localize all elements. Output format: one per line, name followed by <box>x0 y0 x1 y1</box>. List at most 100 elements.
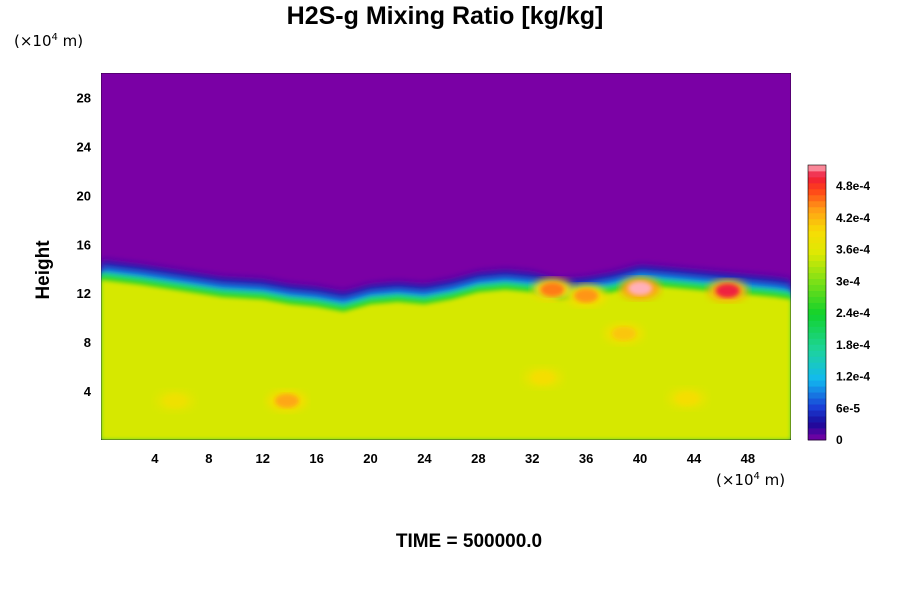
colorbar-segment <box>808 308 826 315</box>
x-tick-label: 8 <box>205 451 212 466</box>
colorbar-segment <box>808 326 826 333</box>
y-tick-label: 20 <box>77 188 91 203</box>
colorbar-segment <box>808 338 826 345</box>
colorbar-segment <box>808 422 826 429</box>
colorbar-segment <box>808 206 826 214</box>
y-tick-label: 12 <box>77 286 91 301</box>
y-unit-suffix: m) <box>57 32 84 50</box>
colorbar-segment <box>808 380 826 387</box>
x-tick-label: 28 <box>471 451 485 466</box>
x-tick-label: 24 <box>417 451 432 466</box>
colorbar-tick-label: 6e-5 <box>836 401 860 415</box>
colorbar-segment <box>808 182 826 190</box>
plume-6 <box>531 370 556 385</box>
y-tick-label: 28 <box>77 90 91 105</box>
colorbar-segment <box>808 266 826 274</box>
y-unit-exponent: 4 <box>51 32 58 43</box>
colorbar-segment <box>808 428 826 435</box>
x-unit-prefix: (×10 <box>716 471 754 489</box>
colorbar-segment <box>808 362 826 369</box>
plot-area <box>101 73 791 440</box>
colorbar-segment <box>808 200 826 208</box>
colorbar-segment <box>808 254 826 262</box>
colorbar-segment <box>808 236 826 244</box>
colorbar-segment <box>808 165 826 172</box>
y-tick-label: 4 <box>84 384 92 399</box>
x-unit-suffix: m) <box>759 471 786 489</box>
colorbar-segment <box>808 284 826 291</box>
x-tick-label: 12 <box>255 451 269 466</box>
colorbar-segment <box>808 404 826 411</box>
colorbar-segment <box>808 368 826 375</box>
colorbar-tick-label: 2.4e-4 <box>836 306 870 320</box>
x-axis-ticks: 4 8 12 16 20 24 28 32 36 40 44 48 <box>151 451 755 466</box>
x-tick-label: 4 <box>151 451 159 466</box>
colorbar-segment <box>808 224 826 232</box>
x-tick-label: 16 <box>309 451 323 466</box>
plume-4 <box>611 326 636 341</box>
y-unit-prefix: (×10 <box>14 32 52 50</box>
colorbar-tick-label: 3e-4 <box>836 274 860 288</box>
x-tick-label: 32 <box>525 451 539 466</box>
colorbar-segment <box>808 194 826 202</box>
plume-8 <box>163 393 188 408</box>
colorbar-tick-label: 4.2e-4 <box>836 211 870 225</box>
colorbar-segment <box>808 170 826 178</box>
colorbar-segment <box>808 212 826 220</box>
plume-2 <box>628 281 653 296</box>
colorbar-tick-label: 0 <box>836 433 843 447</box>
colorbar-segment <box>808 398 826 405</box>
x-tick-label: 20 <box>363 451 377 466</box>
y-axis-unit: (×104 m) <box>14 32 83 50</box>
colorbar-segment <box>808 344 826 351</box>
colorbar-tick-label: 4.8e-4 <box>836 179 870 193</box>
colorbar-segment <box>808 176 826 184</box>
colorbar-segment <box>808 350 826 357</box>
plume-1 <box>574 288 599 303</box>
colorbar-tick-label: 3.6e-4 <box>836 243 870 257</box>
colorbar-segment <box>808 272 826 279</box>
colorbar: 0 6e-5 1.2e-4 1.8e-4 2.4e-4 3e-4 3.6e-4 4.2e-4 4… <box>807 164 870 447</box>
colorbar-segment <box>808 302 826 309</box>
plume-3 <box>715 283 740 298</box>
colorbar-segment <box>808 392 826 399</box>
y-tick-label: 24 <box>77 139 92 154</box>
colorbar-tick-label: 1.8e-4 <box>836 338 870 352</box>
colorbar-segment <box>808 332 826 339</box>
plume-0 <box>540 282 565 297</box>
colorbar-segment <box>808 242 826 250</box>
colorbar-segment <box>808 386 826 393</box>
y-tick-label: 8 <box>84 335 91 350</box>
colorbar-segment <box>808 314 826 321</box>
colorbar-segment <box>808 416 826 423</box>
time-label: TIME = 500000.0 <box>395 531 543 552</box>
colorbar-segment <box>808 356 826 363</box>
chart-title: H2S-g Mixing Ratio [kg/kg] <box>286 2 604 30</box>
colorbar-segment <box>808 218 826 226</box>
colorbar-segment <box>808 296 826 303</box>
colorbar-segment <box>808 320 826 327</box>
colorbar-segment <box>808 260 826 268</box>
y-tick-label: 16 <box>77 237 91 252</box>
colorbar-segment <box>808 278 826 285</box>
x-tick-label: 40 <box>633 451 647 466</box>
colorbar-segment <box>808 434 826 441</box>
colorbar-segment <box>808 188 826 196</box>
colorbar-segment <box>808 410 826 417</box>
x-tick-label: 36 <box>579 451 593 466</box>
colorbar-segment <box>808 248 826 256</box>
y-axis-ticks: 4 8 12 16 20 24 28 <box>77 90 92 399</box>
plume-7 <box>675 391 700 406</box>
x-tick-label: 44 <box>687 451 702 466</box>
x-tick-label: 48 <box>741 451 755 466</box>
colorbar-segment <box>808 230 826 238</box>
colorbar-frame <box>807 164 827 441</box>
plume-5 <box>274 393 299 408</box>
colorbar-segment <box>808 374 826 381</box>
lower-region <box>101 280 791 440</box>
x-unit-exponent: 4 <box>753 471 760 482</box>
x-axis-unit: (×104 m) <box>716 471 785 489</box>
colorbar-segment <box>808 290 826 297</box>
colorbar-tick-label: 1.2e-4 <box>836 370 870 384</box>
